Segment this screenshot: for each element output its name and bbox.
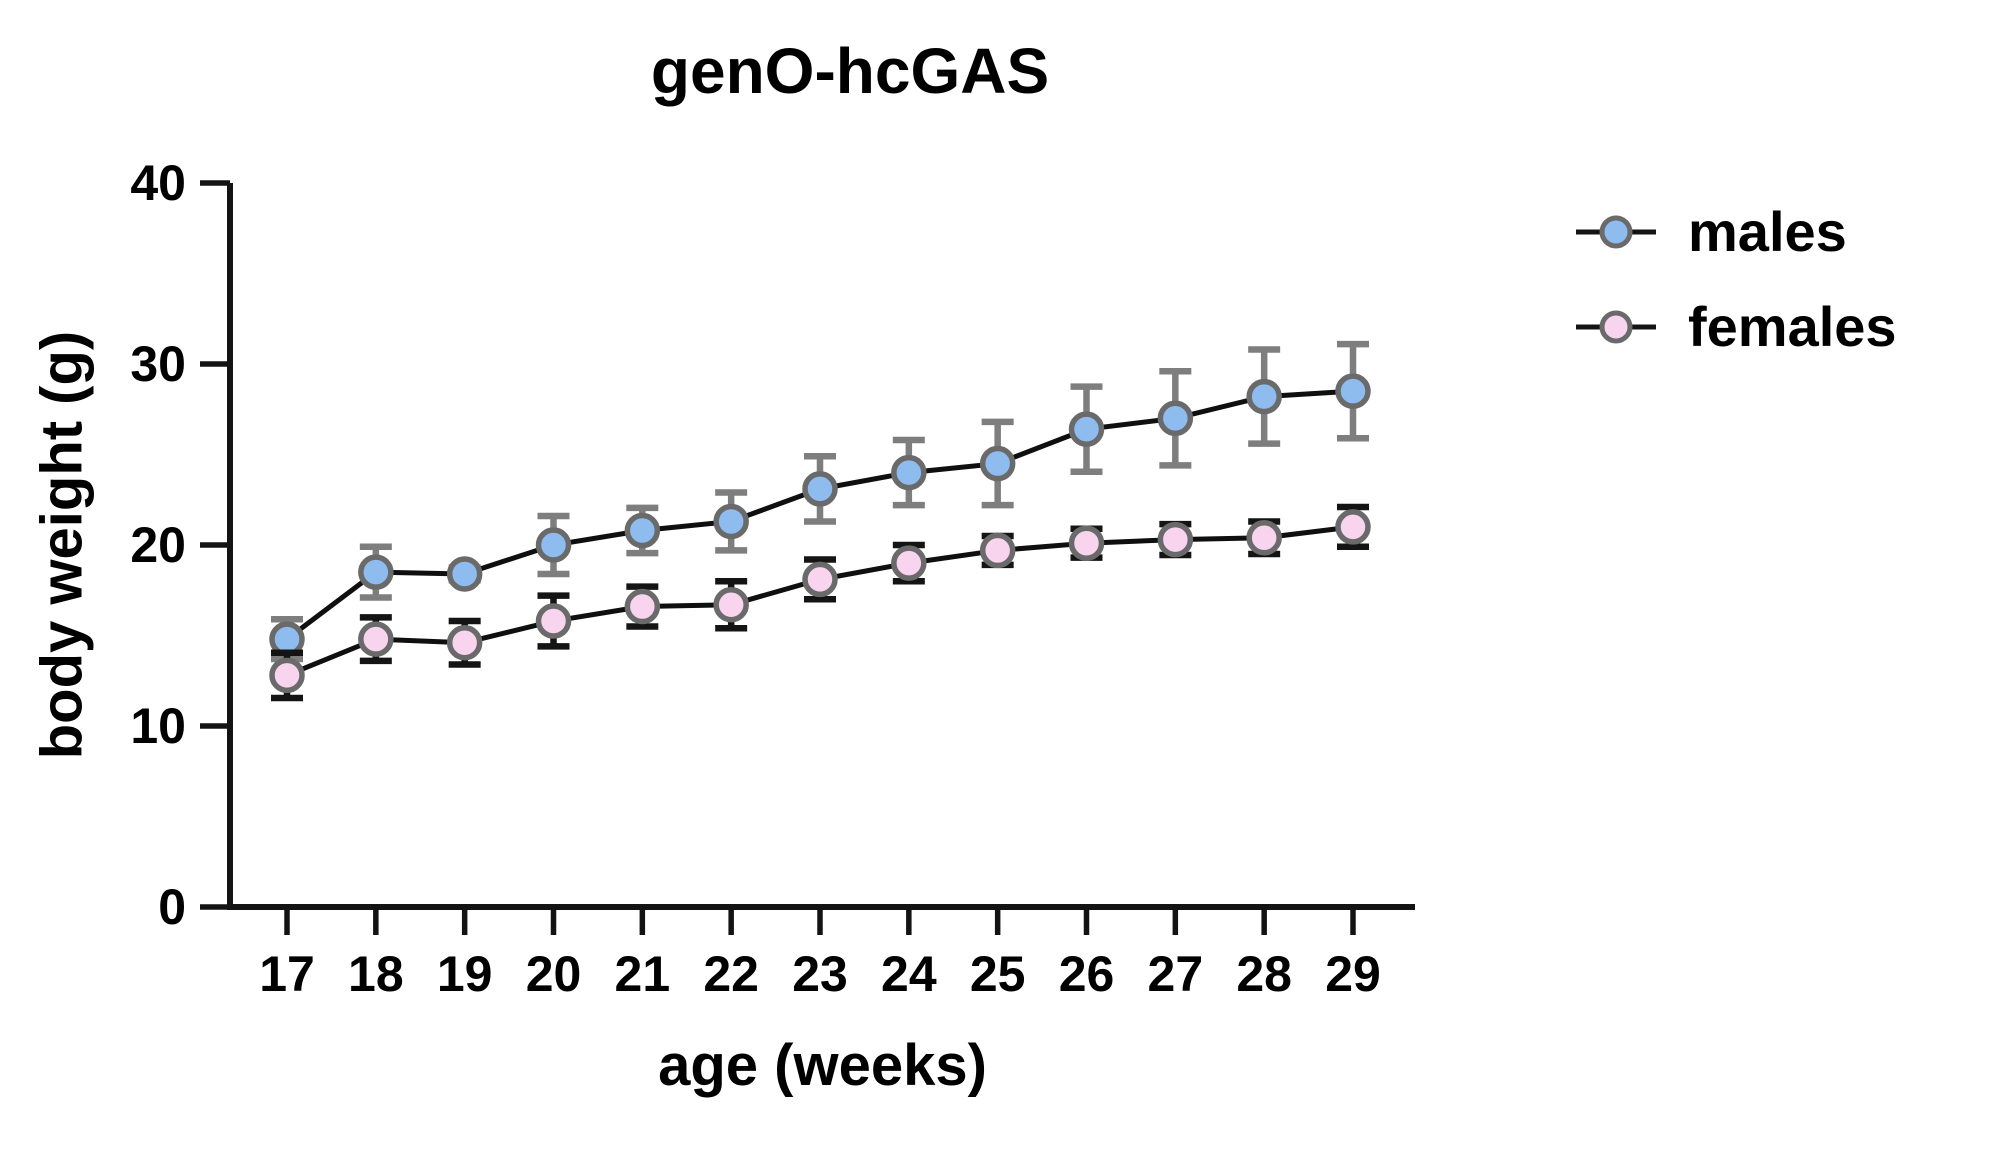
chart-title: genO-hcGAS xyxy=(650,35,1050,107)
legend-row-females: females xyxy=(1572,279,1897,374)
x-tick-label: 21 xyxy=(615,946,671,1002)
data-point-males-20 xyxy=(535,527,572,563)
x-tick-label: 20 xyxy=(526,946,582,1002)
data-point-males-21 xyxy=(624,512,661,549)
data-point-males-28 xyxy=(1246,378,1282,415)
x-tick-label: 17 xyxy=(259,946,315,1002)
x-axis-label: age (weeks) xyxy=(658,1033,987,1098)
y-tick-label: 30 xyxy=(130,336,186,392)
x-tick-label: 19 xyxy=(437,946,493,1002)
data-point-females-23 xyxy=(802,561,838,598)
x-tick-label: 24 xyxy=(881,946,937,1002)
legend-label-males: males xyxy=(1688,200,1847,263)
data-point-females-24 xyxy=(891,545,927,581)
data-point-females-26 xyxy=(1068,525,1105,561)
x-tick-label: 25 xyxy=(970,946,1026,1002)
data-point-females-22 xyxy=(713,586,749,623)
y-tick-label: 10 xyxy=(130,698,186,754)
data-point-males-24 xyxy=(891,454,927,491)
y-tick-label: 40 xyxy=(130,155,186,211)
y-tick-label: 0 xyxy=(158,879,186,935)
data-point-males-26 xyxy=(1068,411,1105,447)
legend: males females xyxy=(1572,184,1897,374)
data-point-males-25 xyxy=(979,445,1016,482)
legend-marker-males-icon xyxy=(1576,215,1656,248)
data-point-females-25 xyxy=(979,532,1016,569)
x-tick-label: 26 xyxy=(1059,946,1115,1002)
data-point-females-28 xyxy=(1246,520,1282,556)
data-point-females-27 xyxy=(1157,521,1194,558)
data-point-females-29 xyxy=(1335,509,1371,545)
axis-lines xyxy=(227,183,1415,910)
data-point-males-23 xyxy=(802,471,838,507)
data-point-females-18 xyxy=(358,621,394,657)
x-tick-label: 27 xyxy=(1148,946,1204,1002)
x-tick-label: 22 xyxy=(703,946,759,1002)
x-tick-label: 29 xyxy=(1325,946,1381,1002)
data-point-females-19 xyxy=(446,624,483,661)
x-tick-label: 23 xyxy=(792,946,848,1002)
data-point-females-20 xyxy=(535,603,572,639)
series-males xyxy=(269,340,1371,663)
series-females xyxy=(269,503,1371,702)
data-point-males-29 xyxy=(1335,373,1371,409)
data-point-females-17 xyxy=(269,657,305,694)
data-point-males-19 xyxy=(446,556,483,592)
y-tick-label: 20 xyxy=(130,517,186,573)
x-tick-label: 18 xyxy=(348,946,404,1002)
legend-marker-females-icon xyxy=(1576,310,1656,343)
data-point-males-27 xyxy=(1157,400,1194,437)
legend-row-males: males xyxy=(1572,184,1897,279)
data-point-females-21 xyxy=(624,588,661,625)
legend-label-females: females xyxy=(1688,295,1897,358)
x-tick-label: 28 xyxy=(1236,946,1292,1002)
data-point-males-22 xyxy=(713,503,749,540)
data-point-males-18 xyxy=(358,554,394,590)
